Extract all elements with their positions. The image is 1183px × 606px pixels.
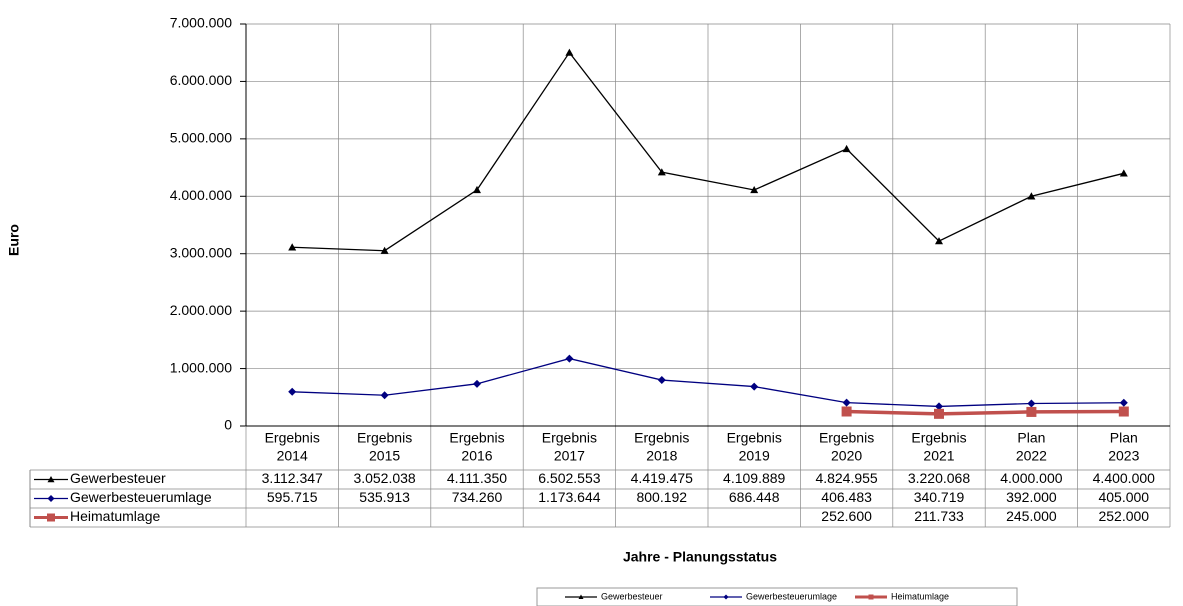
marker: [750, 185, 759, 194]
marker: [657, 168, 666, 176]
table-value: 3.052.038: [353, 470, 415, 486]
x-tick-label: Ergebnis: [357, 430, 412, 446]
table-value: 245.000: [1006, 508, 1057, 524]
x-tick-label: 2014: [277, 448, 308, 464]
table-value: 4.111.350: [447, 470, 507, 486]
table-value: 405.000: [1098, 489, 1149, 505]
x-axis-title: Jahre - Planungsstatus: [623, 549, 777, 565]
x-tick-label: Plan: [1110, 430, 1138, 446]
table-value: 595.715: [267, 489, 318, 505]
table-value: 3.220.068: [908, 470, 970, 486]
table-value: 6.502.553: [538, 470, 600, 486]
x-tick-label: 2020: [831, 448, 862, 464]
x-tick-label: Ergebnis: [819, 430, 874, 446]
x-tick-label: Ergebnis: [634, 430, 689, 446]
series-line: [292, 357, 1124, 408]
legend-label: Gewerbesteuer: [601, 591, 663, 601]
table-value: 800.192: [636, 489, 687, 505]
table-value: 406.483: [821, 489, 872, 505]
marker: [380, 246, 389, 254]
marker: [565, 354, 574, 363]
y-tick-label: 4.000.000: [170, 187, 232, 203]
x-tick-label: Ergebnis: [449, 430, 504, 446]
marker: [47, 476, 55, 483]
x-tick-label: 2016: [461, 448, 492, 464]
marker: [288, 243, 297, 251]
y-tick-label: 1.000.000: [170, 359, 232, 375]
table-value: 686.448: [729, 489, 780, 505]
marker: [934, 408, 944, 419]
x-tick-label: 2023: [1108, 448, 1139, 464]
y-tick-label: 3.000.000: [170, 244, 232, 260]
y-tick-label: 2.000.000: [170, 302, 232, 318]
legend-box: [536, 587, 1018, 606]
x-tick-label: Ergebnis: [727, 430, 782, 446]
table-series-name: Heimatumlage: [70, 508, 160, 524]
x-tick-label: 2017: [554, 448, 585, 464]
x-tick-label: 2022: [1016, 448, 1047, 464]
series-line: [846, 409, 1124, 416]
table-value: 4.000.000: [1000, 470, 1062, 486]
marker: [288, 387, 297, 396]
table-series-name: Gewerbesteuer: [70, 470, 166, 486]
marker: [380, 391, 389, 400]
marker: [1027, 399, 1036, 408]
marker: [47, 495, 55, 502]
marker: [750, 382, 759, 391]
table-value: 340.719: [914, 489, 965, 505]
y-tick-label: 0: [224, 417, 232, 433]
series-line: [292, 51, 1124, 252]
table-value: 4.419.475: [631, 470, 693, 486]
marker: [1119, 398, 1128, 407]
y-tick-label: 6.000.000: [170, 72, 232, 88]
marker: [723, 594, 729, 600]
legend-label: Heimatumlage: [891, 591, 949, 601]
y-tick-label: 5.000.000: [170, 130, 232, 146]
table-value: 252.000: [1098, 508, 1149, 524]
marker: [841, 406, 852, 417]
table-series-name: Gewerbesteuerumlage: [70, 489, 212, 505]
x-tick-label: 2019: [739, 448, 770, 464]
table-value: 3.112.347: [262, 470, 323, 486]
table-value: 392.000: [1006, 489, 1057, 505]
x-tick-label: Plan: [1017, 430, 1045, 446]
x-tick-label: 2021: [923, 448, 954, 464]
marker: [1118, 406, 1129, 417]
x-tick-label: Ergebnis: [542, 430, 597, 446]
table-value: 1.173.644: [538, 489, 600, 505]
y-axis-title: Euro: [6, 224, 22, 256]
x-tick-label: Ergebnis: [911, 430, 966, 446]
marker: [473, 379, 481, 388]
y-tick-label: 7.000.000: [170, 15, 232, 31]
x-tick-label: 2015: [369, 448, 400, 464]
marker: [47, 513, 55, 522]
marker: [1026, 406, 1037, 417]
table-value: 4.824.955: [815, 470, 877, 486]
marker: [1119, 169, 1128, 177]
marker: [578, 594, 584, 599]
marker: [842, 398, 851, 407]
marker: [1027, 192, 1036, 200]
marker: [473, 185, 481, 194]
table-value: 4.400.000: [1093, 470, 1155, 486]
marker: [935, 402, 943, 411]
marker: [842, 144, 851, 153]
marker: [657, 376, 666, 385]
table-value: 734.260: [452, 489, 503, 505]
table-value: 4.109.889: [723, 470, 785, 486]
marker: [565, 48, 574, 56]
table-value: 252.600: [821, 508, 872, 524]
marker: [868, 594, 874, 600]
legend-label: Gewerbesteuerumlage: [746, 591, 837, 601]
x-tick-label: Ergebnis: [265, 430, 320, 446]
marker: [935, 237, 943, 245]
table-value: 535.913: [359, 489, 410, 505]
table-value: 211.733: [914, 508, 964, 524]
x-tick-label: 2018: [646, 448, 677, 464]
